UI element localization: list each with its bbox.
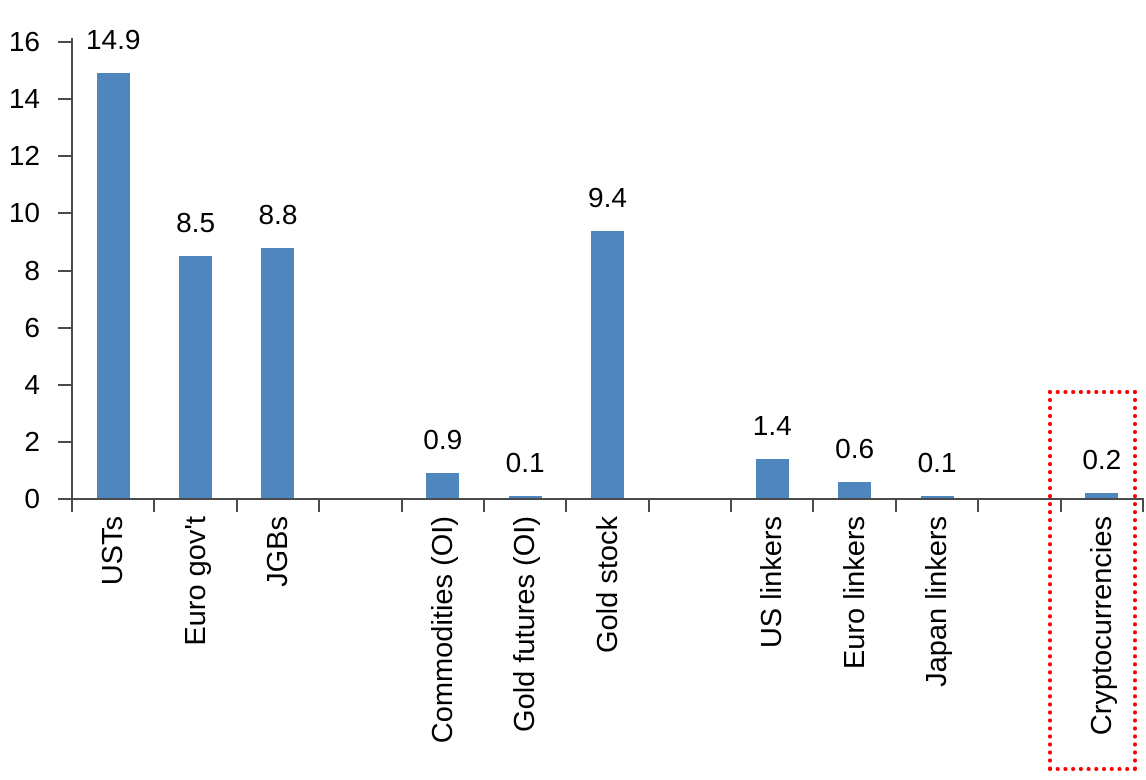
data-label: 8.5 <box>176 207 216 238</box>
data-label: 14.9 <box>85 24 141 55</box>
y-tick <box>58 498 73 500</box>
bar-commodities-oi- <box>426 473 460 499</box>
x-tick <box>730 499 733 512</box>
bar-euro-gov-t <box>179 256 213 499</box>
x-tick <box>1142 499 1144 512</box>
x-tick <box>1059 499 1062 512</box>
data-label: 8.8 <box>258 199 298 230</box>
bar-us-linkers <box>755 459 789 499</box>
bar-euro-linkers <box>838 482 872 499</box>
data-label: 9.4 <box>588 182 627 213</box>
y-tick-label: 0 <box>24 483 40 514</box>
y-tick-label: 8 <box>24 254 40 286</box>
y-tick-label: 4 <box>24 368 40 400</box>
x-tick <box>482 499 485 512</box>
y-tick <box>58 383 73 386</box>
y-tick-label: 14 <box>8 83 40 115</box>
bar-japan-linkers <box>920 496 954 499</box>
y-tick <box>58 41 73 43</box>
x-category-label: US linkers <box>756 516 789 649</box>
y-tick-label: 12 <box>8 140 40 172</box>
bar-gold-stock <box>591 231 624 499</box>
x-category-label: USTs <box>97 516 130 586</box>
highlight-dotted-box <box>1048 390 1137 771</box>
x-tick <box>977 499 980 512</box>
y-axis-line <box>71 38 73 512</box>
bar-gold-futures-oi- <box>508 496 542 499</box>
data-label: 0.6 <box>835 433 875 464</box>
x-axis-line <box>71 498 1144 500</box>
y-tick <box>58 269 73 272</box>
data-label: 0.1 <box>917 447 957 478</box>
bar-cryptocurrencies <box>1085 493 1119 499</box>
y-tick <box>58 155 73 158</box>
y-tick-label: 2 <box>24 425 40 457</box>
y-tick-label: 10 <box>8 197 40 229</box>
data-label: 1.4 <box>752 410 792 441</box>
x-tick <box>153 499 156 512</box>
x-category-label: JGBs <box>261 516 294 587</box>
x-tick <box>565 499 568 512</box>
x-tick <box>235 499 238 512</box>
bar-usts <box>96 73 130 499</box>
x-category-label: Gold stock <box>591 516 624 653</box>
data-label: 0.2 <box>1082 444 1122 475</box>
x-category-label: Euro gov't <box>179 516 212 646</box>
x-category-label: Commodities (OI) <box>426 516 459 744</box>
y-tick-label: 6 <box>24 311 40 343</box>
x-tick <box>812 499 815 512</box>
x-category-label: Japan linkers <box>921 516 954 687</box>
y-tick <box>58 212 73 215</box>
x-tick <box>647 499 650 512</box>
x-tick <box>400 499 403 512</box>
x-category-label: Euro linkers <box>838 516 871 670</box>
data-label: 0.9 <box>423 424 463 455</box>
y-tick <box>58 440 73 443</box>
y-tick <box>58 326 73 329</box>
x-category-label: Gold futures (OI) <box>509 516 542 732</box>
y-tick <box>58 98 73 101</box>
y-tick-label: 16 <box>8 26 40 57</box>
bar-jgbs <box>261 248 295 499</box>
x-tick <box>894 499 897 512</box>
x-tick <box>318 499 321 512</box>
data-label: 0.1 <box>505 447 545 478</box>
